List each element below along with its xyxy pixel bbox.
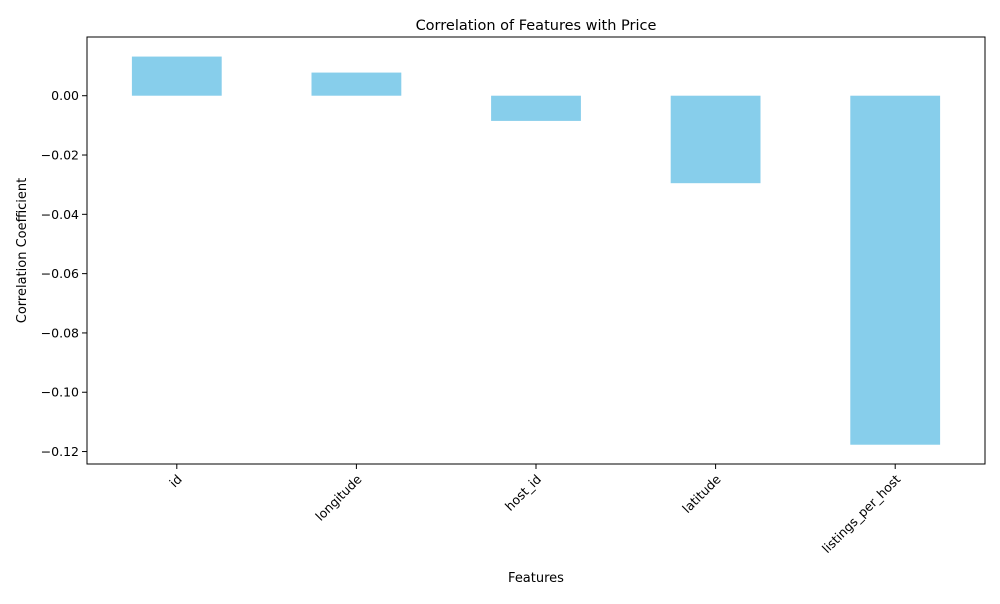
x-tick-label-host-id: host_id bbox=[502, 472, 544, 514]
y-axis: 0.00 −0.02 −0.04 −0.06 −0.08 −0.10 −0.12 bbox=[41, 88, 87, 459]
x-tick-label-latitude: latitude bbox=[679, 471, 724, 516]
x-tick-label-listings-per-host: listings_per_host bbox=[819, 471, 904, 556]
bar-longitude bbox=[311, 72, 402, 96]
bars-group bbox=[131, 56, 941, 445]
y-tick-label: −0.08 bbox=[41, 325, 79, 340]
bar-latitude bbox=[670, 95, 761, 184]
chart-title: Correlation of Features with Price bbox=[416, 18, 657, 34]
y-tick-label: −0.04 bbox=[41, 207, 79, 222]
y-tick-label: −0.06 bbox=[41, 266, 79, 281]
bar-listings-per-host bbox=[850, 95, 941, 445]
plot-frame bbox=[86, 36, 986, 465]
bar-host-id bbox=[491, 95, 581, 121]
y-axis-label: Correlation Coefficient bbox=[15, 178, 30, 324]
bar-id bbox=[131, 56, 222, 96]
y-tick-label: −0.02 bbox=[41, 148, 79, 163]
x-tick-label-longitude: longitude bbox=[312, 471, 364, 523]
y-tick-label: −0.12 bbox=[41, 444, 79, 459]
x-axis-label: Features bbox=[508, 571, 564, 586]
x-tick-label-id: id bbox=[166, 472, 185, 491]
y-tick-label: 0.00 bbox=[51, 88, 79, 103]
x-axis: id longitude host_id latitude listings_per_h… bbox=[166, 464, 903, 556]
y-tick-label: −0.10 bbox=[41, 385, 79, 400]
